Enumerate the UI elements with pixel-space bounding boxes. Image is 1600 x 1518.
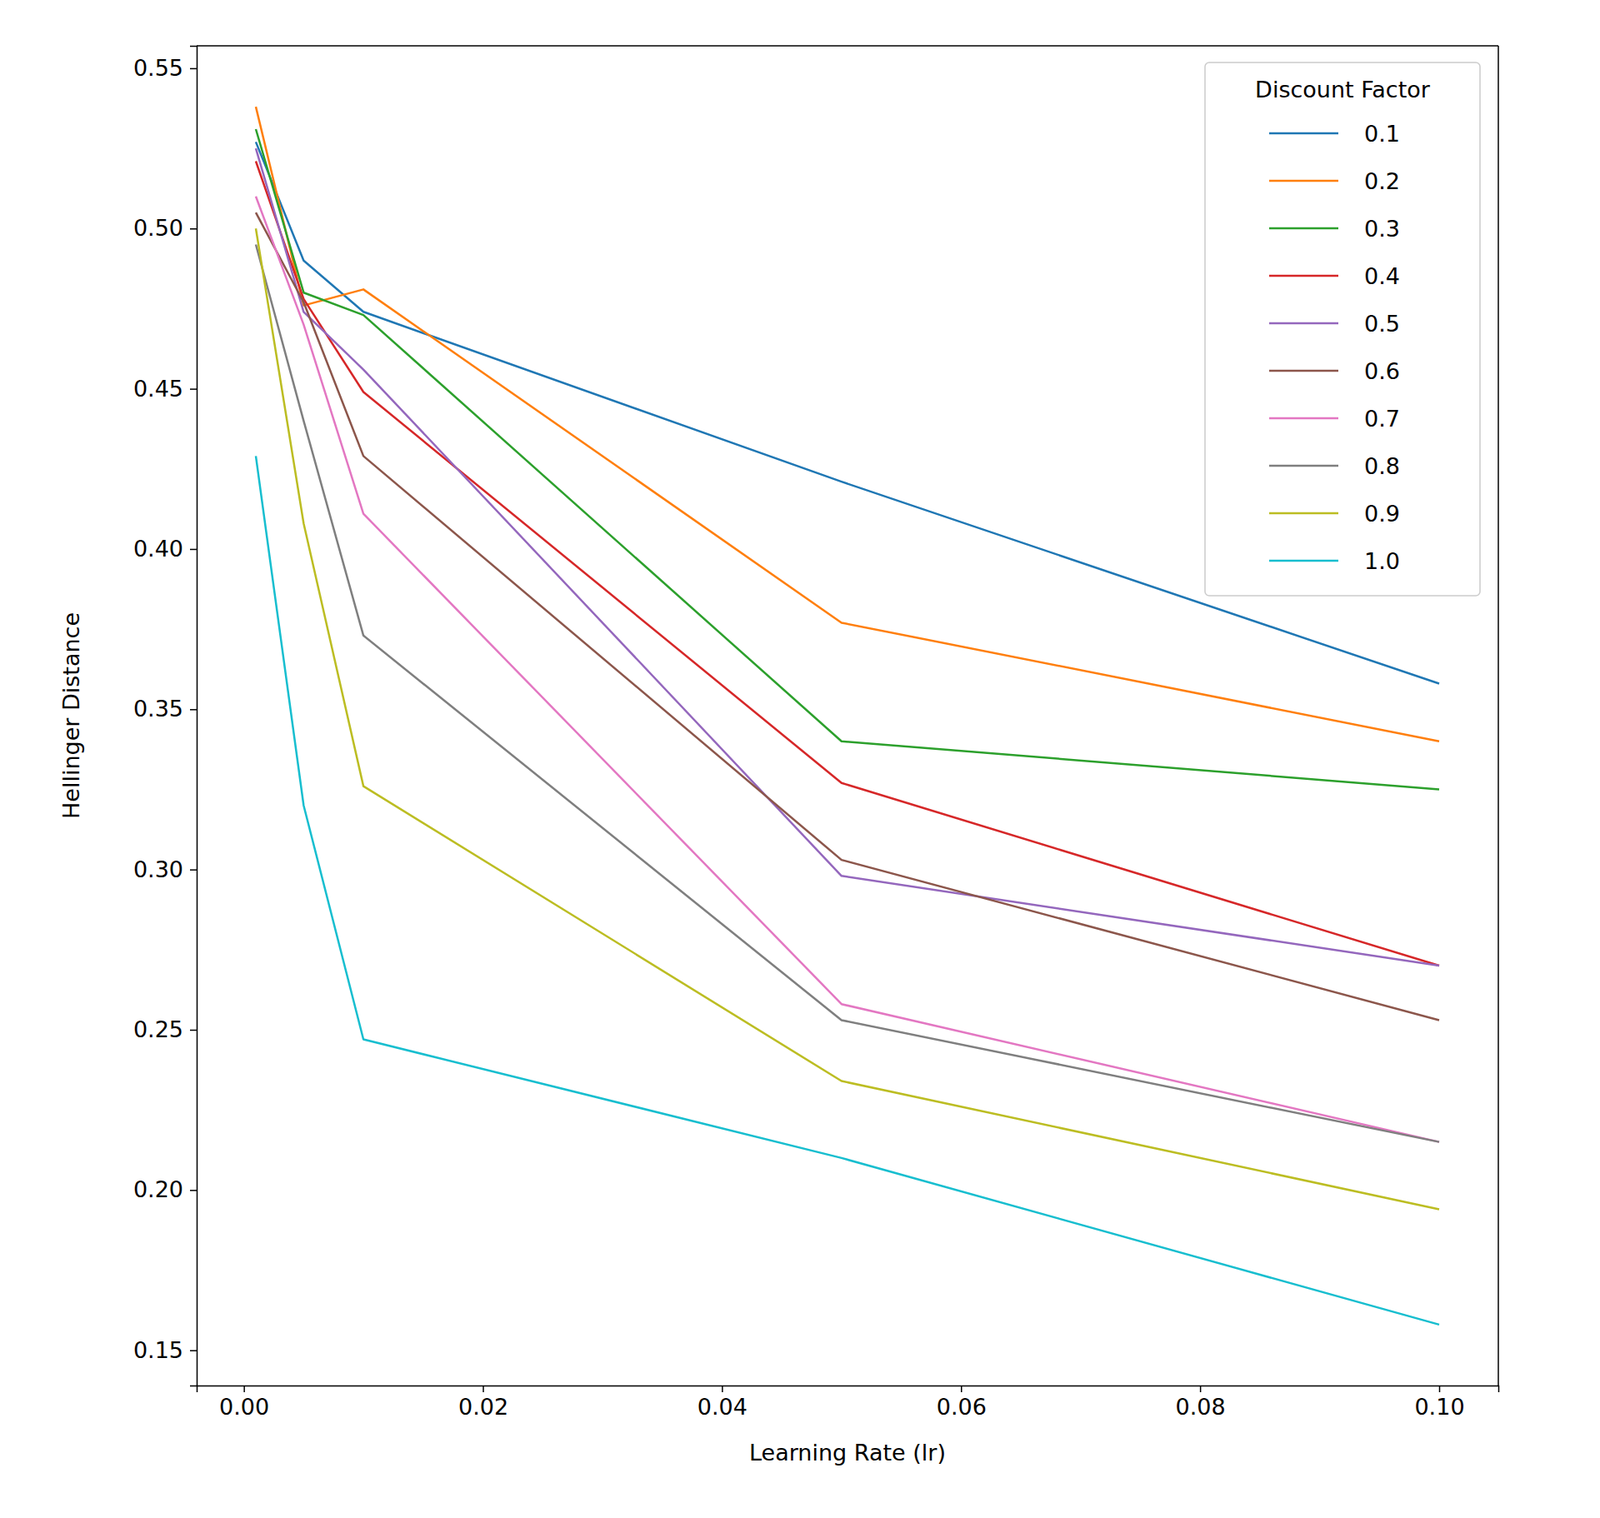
y-axis-title: Hellinger Distance <box>58 612 85 820</box>
legend-swatch <box>1269 322 1339 325</box>
legend-swatch <box>1269 132 1339 135</box>
x-axis-line <box>197 1386 1500 1394</box>
y-tick-label: 0.25 <box>133 1016 184 1043</box>
legend-swatch <box>1269 227 1339 230</box>
y-tick-mark <box>190 1350 197 1352</box>
frame-right <box>1497 45 1500 1386</box>
y-tick: 0.20 <box>133 1176 197 1203</box>
x-tick-label: 0.10 <box>1414 1394 1465 1420</box>
legend-swatch <box>1269 417 1339 420</box>
x-tick-label: 0.02 <box>458 1394 509 1420</box>
y-tick-label: 0.45 <box>133 375 184 402</box>
legend-swatch <box>1269 370 1339 373</box>
y-tick: 0.25 <box>133 1016 197 1043</box>
y-tick-mark <box>190 1030 197 1032</box>
x-tick: 0.02 <box>458 1385 509 1420</box>
chart: 0.000.020.040.060.080.100.150.200.250.30… <box>0 0 1600 1518</box>
legend-swatch <box>1269 560 1339 563</box>
legend-label: 0.1 <box>1364 120 1400 147</box>
x-tick-mark <box>960 1385 963 1393</box>
legend-label: 0.4 <box>1364 263 1400 290</box>
x-tick: 0.10 <box>1414 1385 1465 1420</box>
y-axis-line <box>190 46 198 1387</box>
legend-box <box>1205 62 1480 596</box>
y-tick: 0.45 <box>133 375 197 402</box>
y-tick-mark <box>190 68 197 70</box>
legend-label: 1.0 <box>1364 548 1400 575</box>
y-tick-label: 0.30 <box>133 856 184 883</box>
y-tick: 0.55 <box>133 55 197 81</box>
x-tick: 0.00 <box>219 1385 270 1420</box>
y-tick-mark <box>190 709 197 711</box>
y-tick-label: 0.40 <box>133 535 184 562</box>
y-tick-label: 0.20 <box>133 1176 184 1203</box>
frame-top <box>196 45 1499 47</box>
y-tick: 0.50 <box>133 215 197 241</box>
y-tick-mark <box>190 1190 197 1192</box>
legend-swatch <box>1269 275 1339 278</box>
legend-swatch <box>1269 180 1339 183</box>
legend-swatch <box>1269 465 1339 468</box>
x-tick-label: 0.08 <box>1175 1394 1226 1420</box>
y-tick: 0.15 <box>133 1337 197 1364</box>
legend-label: 0.6 <box>1364 358 1400 385</box>
x-tick-label: 0.04 <box>697 1394 748 1420</box>
x-tick: 0.06 <box>936 1385 987 1420</box>
y-tick-label: 0.50 <box>133 215 184 241</box>
y-tick: 0.40 <box>133 535 197 562</box>
legend-label: 0.8 <box>1364 453 1400 480</box>
legend-swatch <box>1269 512 1339 515</box>
x-axis-title: Learning Rate (lr) <box>749 1440 946 1466</box>
x-tick: 0.04 <box>697 1385 748 1420</box>
y-tick: 0.35 <box>133 695 197 722</box>
y-tick: 0.30 <box>133 856 197 883</box>
y-tick-label: 0.15 <box>133 1337 184 1364</box>
y-tick-label: 0.35 <box>133 695 184 722</box>
x-tick-mark <box>243 1385 245 1393</box>
legend-label: 0.5 <box>1364 310 1400 337</box>
legend: Discount Factor 0.1 0.2 0.3 0.4 0.5 0.6 0.7 0.8 0… <box>1205 62 1480 596</box>
x-tick: 0.08 <box>1175 1385 1226 1420</box>
y-axis: 0.15 0.20 0.25 0.30 0.35 0.40 0.45 0.50 0.55 <box>133 46 198 1387</box>
x-tick-mark <box>721 1385 724 1393</box>
y-tick-mark <box>190 869 197 871</box>
legend-label: 0.9 <box>1364 500 1400 527</box>
legend-label: 0.2 <box>1364 168 1400 195</box>
legend-title: Discount Factor <box>1255 76 1431 103</box>
x-tick-mark <box>1439 1385 1441 1393</box>
legend-label: 0.7 <box>1364 405 1400 432</box>
x-tick-label: 0.06 <box>936 1394 987 1420</box>
y-tick-mark <box>190 549 197 551</box>
x-tick-mark <box>1200 1385 1202 1393</box>
x-tick-label: 0.00 <box>219 1394 270 1420</box>
x-tick-mark <box>482 1385 485 1393</box>
x-axis: 0.00 0.02 0.04 0.06 0.08 0.10 <box>197 1385 1500 1420</box>
legend-label: 0.3 <box>1364 215 1400 242</box>
y-tick-mark <box>190 228 197 230</box>
y-tick-label: 0.55 <box>133 55 184 81</box>
y-tick-mark <box>190 388 197 390</box>
